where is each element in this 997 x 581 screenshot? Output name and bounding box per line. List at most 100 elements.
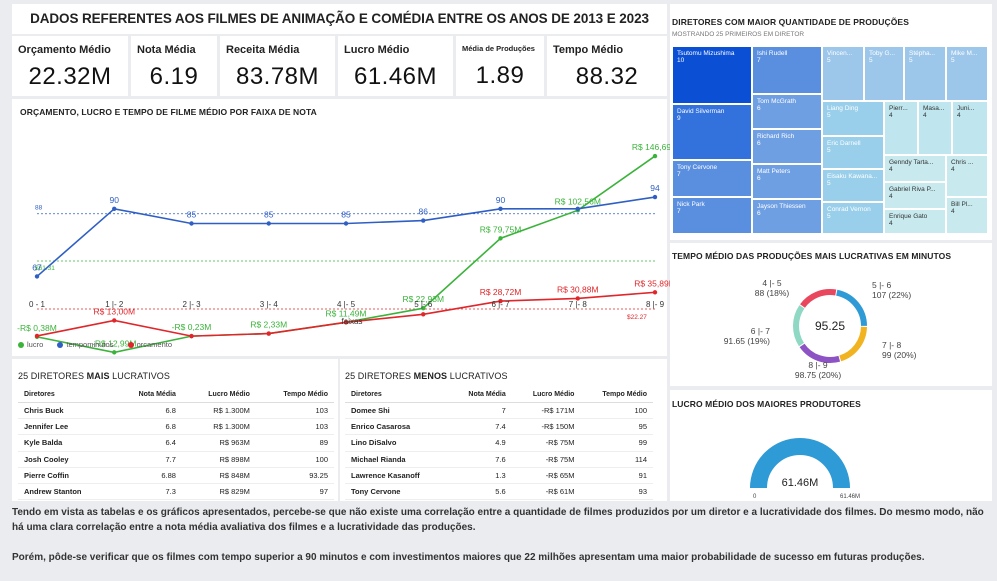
treemap-cell[interactable]: Ishi Rudell 7 bbox=[752, 46, 822, 94]
treemap-cell-value: 7 bbox=[677, 208, 681, 215]
data-label-lucro: R$ 11,49M bbox=[326, 308, 367, 318]
table-cell: R$ 1.300M bbox=[181, 418, 256, 436]
data-label-orcamento: R$ 28,72M bbox=[480, 287, 522, 297]
column-header[interactable]: Nota Média bbox=[113, 387, 182, 403]
column-header[interactable]: Nota Média bbox=[448, 387, 512, 403]
treemap-cell[interactable]: Bill Pl... 4 bbox=[946, 197, 988, 234]
table-cell: 1.3 bbox=[448, 467, 512, 484]
point-orcamento bbox=[652, 290, 658, 295]
line-chart[interactable]: 88$61.31$22.27-R$ 0,38M-R$ 12,99M-R$ 0,2… bbox=[12, 117, 678, 355]
table-cell: Chris Buck bbox=[18, 402, 114, 420]
legend-item-lucro[interactable]: lucro bbox=[18, 340, 43, 349]
treemap-cell[interactable]: Gabriel Riva P... 4 bbox=[884, 182, 946, 209]
treemap-cell[interactable]: Liang Ding 5 bbox=[822, 101, 884, 136]
treemap-cell[interactable]: Richard Rich 6 bbox=[752, 129, 822, 164]
kpi-lucro[interactable]: Lucro Médio 61.46M bbox=[338, 36, 453, 96]
table-row[interactable]: Enrico Casarosa 7.4 -R$ 150M 95 bbox=[345, 418, 653, 436]
point-tempo bbox=[575, 206, 580, 211]
treemap-cell[interactable]: Conrad Vernon 5 bbox=[822, 202, 884, 234]
treemap-cell[interactable]: Pierr... 4 bbox=[884, 101, 918, 155]
table-row[interactable]: Pierre Coffin 6.88 R$ 848M 93.25 bbox=[18, 467, 334, 484]
table-row[interactable]: Jennifer Lee 6.8 R$ 1.300M 103 bbox=[18, 418, 334, 436]
treemap-cell[interactable]: Masa... 4 bbox=[918, 101, 952, 155]
conclusion-text: Tendo em vista as tabelas e os gráficos … bbox=[12, 505, 992, 565]
table-row[interactable]: Michael Rianda 7.6 -R$ 75M 114 bbox=[345, 451, 653, 468]
data-label-orcamento: R$ 13,00M bbox=[93, 306, 135, 316]
treemap-cell[interactable]: Nick Park 7 bbox=[672, 197, 752, 234]
treemap-cell[interactable]: Mike M... 5 bbox=[946, 46, 988, 101]
donut-slice bbox=[799, 343, 841, 363]
table-row[interactable]: Chris Buck 6.8 R$ 1.300M 103 bbox=[18, 402, 334, 420]
treemap-cell[interactable]: Enrique Gato 4 bbox=[884, 209, 946, 234]
kpi-nota[interactable]: Nota Média 6.19 bbox=[131, 36, 217, 96]
line-chart-panel[interactable]: ORÇAMENTO, LUCRO E TEMPO DE FILME MÉDIO … bbox=[12, 99, 678, 356]
legend-item-tempo[interactable]: tempominutos bbox=[57, 340, 113, 349]
column-header[interactable]: Diretores bbox=[345, 387, 449, 403]
kpi-tempo[interactable]: Tempo Médio 88.32 bbox=[547, 36, 667, 96]
ref-label-orcamento: $22.27 bbox=[627, 314, 647, 321]
table-cell: 7.6 bbox=[448, 451, 512, 468]
table-menos-panel[interactable]: 25 DIRETORES MENOS LUCRATIVOS Diretores N… bbox=[340, 359, 667, 501]
table-cell: R$ 898M bbox=[181, 451, 256, 468]
table-row[interactable]: Domee Shi 7 -R$ 171M 100 bbox=[345, 402, 653, 420]
treemap-panel[interactable]: DIRETORES COM MAIOR QUANTIDADE DE PRODUÇ… bbox=[670, 4, 992, 240]
table-cell: -R$ 75M bbox=[511, 434, 581, 452]
treemap-cell-value: 6 bbox=[757, 175, 761, 182]
treemap-cell[interactable]: Juni... 4 bbox=[952, 101, 988, 155]
kpi-orcamento[interactable]: Orçamento Médio 22.32M bbox=[12, 36, 128, 96]
treemap-cell[interactable]: Tsutomu Mizushima 10 bbox=[672, 46, 752, 104]
table-cell: 100 bbox=[580, 402, 653, 420]
donut-slice bbox=[836, 289, 867, 327]
table-row[interactable]: Josh Cooley 7.7 R$ 898M 100 bbox=[18, 451, 334, 468]
table-cell: 7.7 bbox=[113, 451, 182, 468]
donut-panel[interactable]: TEMPO MÉDIO DAS PRODUÇÕES MAIS LUCRATIVA… bbox=[670, 243, 992, 386]
gauge-title: LUCRO MÉDIO DOS MAIORES PRODUTORES bbox=[672, 399, 861, 409]
data-label-lucro: R$ 2,33M bbox=[250, 320, 287, 330]
table-row[interactable]: Kyle Balda 6.4 R$ 963M 89 bbox=[18, 434, 334, 452]
treemap-cell-value: 9 bbox=[677, 115, 681, 122]
table-cell: 6.4 bbox=[113, 434, 182, 452]
treemap-cell[interactable]: Eisaku Kawana... 5 bbox=[822, 169, 884, 202]
point-orcamento bbox=[112, 318, 117, 323]
treemap-cell[interactable]: Vincen... 5 bbox=[822, 46, 864, 101]
data-label-lucro: -R$ 12,99M bbox=[92, 338, 136, 348]
kpi-receita[interactable]: Receita Média 83.78M bbox=[220, 36, 335, 96]
column-header[interactable]: Tempo Médio bbox=[255, 387, 334, 403]
treemap-cell[interactable]: Stépha... 5 bbox=[904, 46, 946, 101]
gauge-chart[interactable]: 61.46M 0 61.46M bbox=[670, 406, 992, 501]
table-row[interactable]: Lino DiSalvo 4.9 -R$ 75M 99 bbox=[345, 434, 653, 452]
table-row[interactable]: Andrew Stanton 7.3 R$ 829M 97 bbox=[18, 483, 334, 501]
table-menos[interactable]: Diretores Nota Média Lucro Médio Tempo Médi… bbox=[345, 387, 653, 501]
legend-item-orcamento[interactable]: orcamento bbox=[127, 340, 172, 349]
conclusion-paragraph-2: Porém, pôde-se verificar que os filmes c… bbox=[12, 552, 925, 563]
treemap-cell[interactable]: Genndy Tarta... 4 bbox=[884, 155, 946, 182]
treemap-cell[interactable]: Chris ... 4 bbox=[946, 155, 988, 197]
point-tempo bbox=[189, 221, 194, 226]
column-header[interactable]: Lucro Médio bbox=[511, 387, 581, 403]
column-header[interactable]: Lucro Médio bbox=[181, 387, 256, 403]
treemap-cell[interactable]: Jayson Thiessen 6 bbox=[752, 199, 822, 234]
kpi-producoes[interactable]: Média de Produções 1.89 bbox=[456, 36, 544, 96]
treemap-cell[interactable]: Toby G... 5 bbox=[864, 46, 904, 101]
table-cell: 103 bbox=[255, 402, 334, 420]
table-cell: Jennifer Lee bbox=[18, 418, 114, 436]
treemap-cell[interactable]: Matt Peters 6 bbox=[752, 164, 822, 199]
treemap[interactable]: Tsutomu Mizushima 10 David Silverman 9 Tony … bbox=[672, 46, 988, 234]
table-mais-panel[interactable]: 25 DIRETORES MAIS LUCRATIVOS Diretores No… bbox=[12, 359, 338, 501]
table-row[interactable]: Lawrence Kasanoff 1.3 -R$ 65M 91 bbox=[345, 467, 653, 484]
treemap-cell-label: Liang Ding bbox=[827, 105, 859, 112]
column-header[interactable]: Tempo Médio bbox=[580, 387, 653, 403]
gauge-panel[interactable]: LUCRO MÉDIO DOS MAIORES PRODUTORES 61.46… bbox=[670, 390, 992, 501]
treemap-cell[interactable]: Tony Cervone 7 bbox=[672, 160, 752, 197]
table-mais[interactable]: Diretores Nota Média Lucro Médio Tempo Médi… bbox=[18, 387, 334, 501]
treemap-cell[interactable]: David Silverman 9 bbox=[672, 104, 752, 160]
table-cell: Enrico Casarosa bbox=[345, 418, 449, 436]
treemap-cell[interactable]: Eric Darnell 5 bbox=[822, 136, 884, 169]
donut-slice-label: 7 |- 8 bbox=[882, 340, 901, 350]
table-row[interactable]: Tony Cervone 5.6 -R$ 61M 93 bbox=[345, 483, 653, 501]
point-tempo bbox=[112, 206, 117, 211]
column-header[interactable]: Diretores bbox=[18, 387, 114, 403]
table-cell: 100 bbox=[255, 451, 334, 468]
treemap-cell[interactable]: Tom McGrath 6 bbox=[752, 94, 822, 129]
